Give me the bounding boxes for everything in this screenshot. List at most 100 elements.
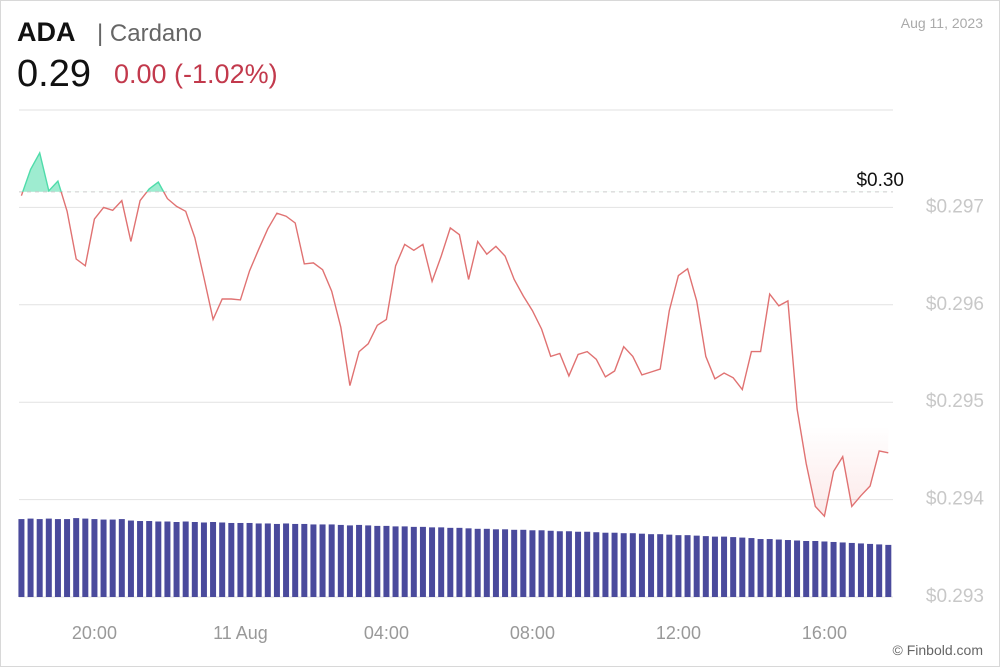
volume-bar — [474, 528, 481, 597]
volume-bar — [45, 518, 52, 597]
volume-bar — [766, 539, 773, 597]
volume-bar — [264, 523, 271, 597]
price: 0.29 — [17, 53, 91, 95]
volume-bar — [638, 533, 645, 597]
volume-bar — [182, 521, 189, 597]
volume-bar — [784, 540, 791, 597]
volume-bar — [648, 534, 655, 597]
volume-bar — [456, 527, 463, 597]
volume-bar — [830, 541, 837, 597]
volume-bar — [684, 535, 691, 597]
volume-bar — [702, 536, 709, 597]
volume-bar — [109, 519, 116, 597]
volume-bar — [465, 528, 472, 597]
volume-bar — [721, 536, 728, 597]
volume-bar — [584, 531, 591, 597]
volume-bar — [666, 534, 673, 597]
volume-bar — [492, 529, 499, 597]
volume-bar — [356, 524, 363, 597]
volume-bar — [283, 523, 290, 597]
volume-bar — [885, 544, 892, 597]
volume-bar — [867, 543, 874, 597]
volume-bar — [748, 538, 755, 597]
volume-bar — [529, 530, 536, 597]
volume-bar — [711, 536, 718, 597]
volume-bar — [839, 542, 846, 597]
volume-bar — [438, 527, 445, 597]
volume-bar — [447, 527, 454, 597]
volume-bar — [146, 521, 153, 597]
date: Aug 11, 2023 — [900, 15, 983, 31]
volume-bar — [502, 529, 509, 597]
volume-bar — [210, 522, 217, 597]
volume-bar — [848, 542, 855, 597]
volume-bar — [602, 532, 609, 597]
volume-bar — [127, 520, 134, 597]
x-tick-label: 12:00 — [656, 623, 701, 643]
volume-bar — [794, 540, 801, 597]
volume-bar — [64, 519, 71, 597]
volume-bar — [310, 524, 317, 597]
y-tick-label: $0.294 — [926, 489, 985, 510]
volume-bar — [91, 519, 98, 597]
volume-bar — [739, 537, 746, 597]
x-tick-label: 16:00 — [802, 623, 847, 643]
volume-bar — [18, 519, 25, 597]
volume-bar — [100, 519, 107, 597]
volume-bar — [821, 541, 828, 597]
y-tick-label: $0.297 — [926, 196, 984, 217]
volume-bar — [611, 532, 618, 597]
volume-bar — [693, 535, 700, 597]
y-tick-label: $0.295 — [926, 391, 984, 412]
volume-bar — [365, 525, 372, 597]
volume-bar — [337, 524, 344, 597]
volume-bar — [255, 523, 262, 597]
x-tick-label: 08:00 — [510, 623, 555, 643]
volume-bar — [520, 529, 527, 597]
y-tick-label: $0.293 — [926, 586, 984, 607]
volume-bar — [164, 521, 171, 597]
volume-bar — [383, 525, 390, 597]
volume-bar — [730, 537, 737, 597]
volume-bar — [620, 533, 627, 597]
volume-bar — [757, 539, 764, 597]
y-tick-label: $0.296 — [926, 294, 984, 315]
volume-bar — [228, 522, 235, 597]
volume-bar — [374, 525, 381, 597]
volume-bar — [575, 531, 582, 597]
volume-bar — [429, 527, 436, 597]
volume-bar — [292, 523, 299, 597]
volume-bar — [273, 523, 280, 597]
volume-bar — [191, 522, 198, 597]
volume-bar — [346, 525, 353, 597]
volume-bar — [401, 526, 408, 597]
area-below — [21, 191, 889, 517]
volume-bar — [775, 539, 782, 597]
volume-bar — [319, 524, 326, 597]
volume-bar — [219, 522, 226, 597]
volume-bar — [657, 534, 664, 597]
x-tick-label: 20:00 — [72, 623, 117, 643]
volume-bar — [812, 540, 819, 597]
volume-bar — [675, 535, 682, 597]
price-change: 0.00 (-1.02%) — [114, 59, 278, 89]
volume-bar — [629, 533, 636, 597]
x-tick-label: 04:00 — [364, 623, 409, 643]
volume-bar — [803, 540, 810, 597]
volume-bar — [118, 519, 125, 597]
coin-name: | Cardano — [97, 20, 202, 47]
volume-bar — [547, 530, 554, 597]
volume-bar — [237, 522, 244, 597]
volume-bar — [857, 543, 864, 597]
volume-bar — [155, 521, 162, 597]
volume-bar — [82, 518, 89, 597]
volume-bar — [137, 521, 144, 597]
volume-bar — [565, 531, 572, 597]
volume-bar — [556, 531, 563, 597]
volume-bar — [73, 518, 80, 597]
volume-bar — [876, 544, 883, 597]
volume-bar — [593, 532, 600, 597]
reference-label: $0.30 — [856, 170, 904, 191]
volume-bar — [36, 519, 43, 597]
